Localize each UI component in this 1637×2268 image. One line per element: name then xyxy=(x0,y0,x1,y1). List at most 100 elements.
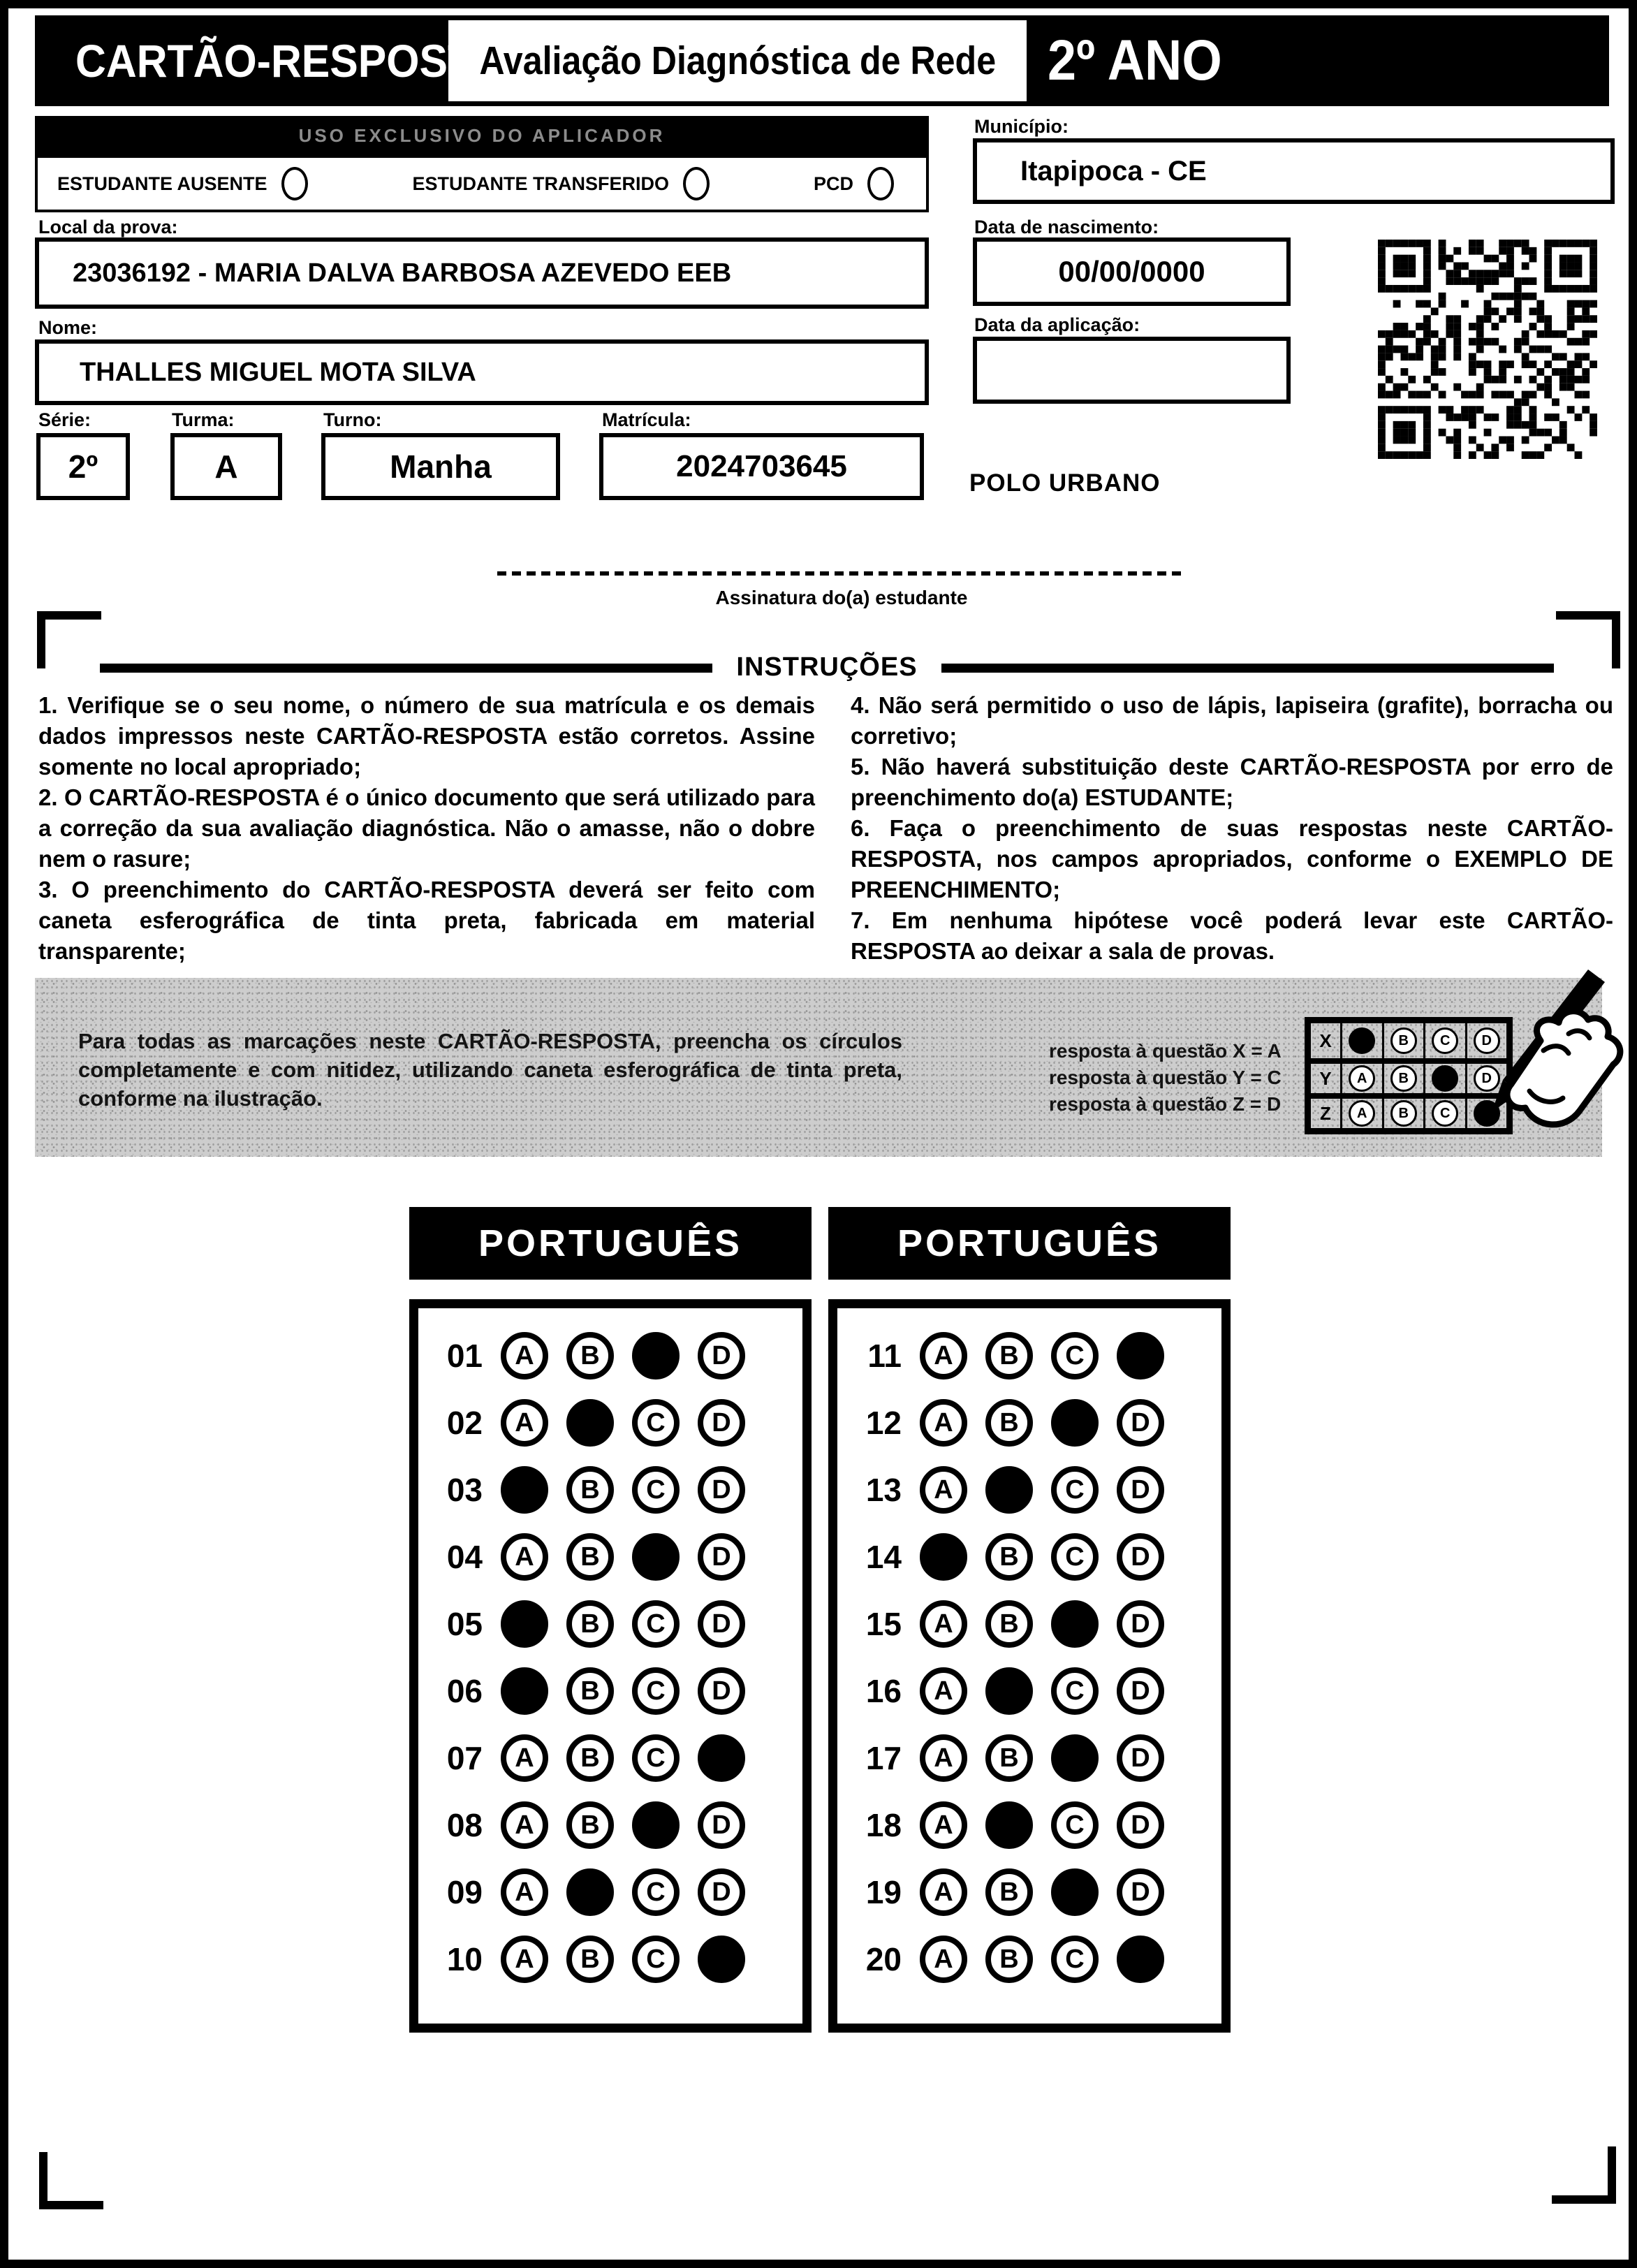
example-answer-note: resposta à questão Z = D xyxy=(1049,1093,1282,1115)
qr-code xyxy=(1378,240,1597,459)
status-bubble[interactable] xyxy=(683,167,710,200)
answer-bubble-19-A[interactable]: A xyxy=(920,1868,967,1916)
answer-bubble-02-A[interactable]: A xyxy=(501,1399,548,1447)
answer-bubble-14-B[interactable]: B xyxy=(985,1533,1033,1581)
answer-bubble-08-B[interactable]: B xyxy=(566,1801,614,1849)
answer-bubble-02-C[interactable]: C xyxy=(632,1399,680,1447)
answer-bubble-03-C[interactable]: C xyxy=(632,1466,680,1514)
answer-bubble-12-D[interactable]: D xyxy=(1117,1399,1164,1447)
answer-bubble-09-D[interactable]: D xyxy=(698,1868,745,1916)
answer-bubble-11-C[interactable]: C xyxy=(1051,1332,1099,1380)
answer-bubble-18-D[interactable]: D xyxy=(1117,1801,1164,1849)
municipio-label: Município: xyxy=(974,116,1069,137)
answer-bubble-05-C[interactable]: C xyxy=(632,1600,680,1648)
answer-bubble-17-B[interactable]: B xyxy=(985,1734,1033,1782)
answer-bubble-09-B[interactable]: B xyxy=(566,1868,614,1916)
question-row: 08 A B C D xyxy=(436,1792,802,1859)
answer-bubble-06-C[interactable]: C xyxy=(632,1667,680,1715)
status-bubble[interactable] xyxy=(867,167,894,200)
answer-bubble-09-C[interactable]: C xyxy=(632,1868,680,1916)
answer-bubble-08-A[interactable]: A xyxy=(501,1801,548,1849)
question-number: 03 xyxy=(446,1472,483,1508)
answer-bubble-02-D[interactable]: D xyxy=(698,1399,745,1447)
answer-bubble-14-C[interactable]: C xyxy=(1051,1533,1099,1581)
answer-bubble-20-B[interactable]: B xyxy=(985,1936,1033,1983)
answer-bubble-04-C[interactable]: C xyxy=(632,1533,680,1581)
answer-bubble-06-B[interactable]: B xyxy=(566,1667,614,1715)
answer-bubble-10-A[interactable]: A xyxy=(501,1936,548,1983)
bubble-letter: C xyxy=(646,1609,666,1639)
answer-bubble-14-A[interactable]: A xyxy=(920,1533,967,1581)
answer-bubble-07-C[interactable]: C xyxy=(632,1734,680,1782)
answer-bubble-16-A[interactable]: A xyxy=(920,1667,967,1715)
example-cell: B xyxy=(1381,1023,1424,1058)
answer-bubble-01-C[interactable]: C xyxy=(632,1332,680,1380)
answer-bubble-07-D[interactable]: D xyxy=(698,1734,745,1782)
answer-bubble-17-D[interactable]: D xyxy=(1117,1734,1164,1782)
answer-bubble-12-A[interactable]: A xyxy=(920,1399,967,1447)
answer-bubble-17-A[interactable]: A xyxy=(920,1734,967,1782)
answer-bubble-06-A[interactable]: A xyxy=(501,1667,548,1715)
answer-bubble-01-B[interactable]: B xyxy=(566,1332,614,1380)
example-row-letter: Z xyxy=(1320,1102,1331,1124)
answer-bubble-19-C[interactable]: C xyxy=(1051,1868,1099,1916)
example-row-letter: X xyxy=(1319,1030,1332,1051)
answer-bubble-03-A[interactable]: A xyxy=(501,1466,548,1514)
signature-line[interactable] xyxy=(497,571,1186,576)
answer-bubble-03-D[interactable]: D xyxy=(698,1466,745,1514)
answer-bubble-13-B[interactable]: B xyxy=(985,1466,1033,1514)
answer-bubble-04-B[interactable]: B xyxy=(566,1533,614,1581)
answer-bubble-04-A[interactable]: A xyxy=(501,1533,548,1581)
answer-bubble-20-D[interactable]: D xyxy=(1117,1936,1164,1983)
answer-bubble-20-C[interactable]: C xyxy=(1051,1936,1099,1983)
answer-bubble-16-B[interactable]: B xyxy=(985,1667,1033,1715)
answer-bubble-11-D[interactable]: D xyxy=(1117,1332,1164,1380)
question-number: 10 xyxy=(446,1941,483,1977)
answer-bubble-12-B[interactable]: B xyxy=(985,1399,1033,1447)
answer-bubble-20-A[interactable]: A xyxy=(920,1936,967,1983)
bubble-letter: A xyxy=(515,1340,534,1370)
bubble-letter: A xyxy=(515,1407,534,1437)
answer-bubble-19-B[interactable]: B xyxy=(985,1868,1033,1916)
answer-bubble-15-B[interactable]: B xyxy=(985,1600,1033,1648)
answer-bubble-02-B[interactable]: B xyxy=(566,1399,614,1447)
answer-bubble-07-B[interactable]: B xyxy=(566,1734,614,1782)
answer-bubble-07-A[interactable]: A xyxy=(501,1734,548,1782)
answer-column-1: PORTUGUÊS01ABCD02ABCD03ABCD04ABCD05ABCD0… xyxy=(409,1207,812,2033)
answer-bubble-03-B[interactable]: B xyxy=(566,1466,614,1514)
answer-bubble-09-A[interactable]: A xyxy=(501,1868,548,1916)
answer-bubble-12-C[interactable]: C xyxy=(1051,1399,1099,1447)
bubble-letter: B xyxy=(580,1542,600,1572)
answer-bubble-06-D[interactable]: D xyxy=(698,1667,745,1715)
status-bubble[interactable] xyxy=(281,167,308,200)
answer-bubble-10-C[interactable]: C xyxy=(632,1936,680,1983)
answer-bubble-13-A[interactable]: A xyxy=(920,1466,967,1514)
answer-bubble-04-D[interactable]: D xyxy=(698,1533,745,1581)
answer-bubble-17-C[interactable]: C xyxy=(1051,1734,1099,1782)
bubble-letter: B xyxy=(999,1407,1019,1437)
answer-bubble-18-B[interactable]: B xyxy=(985,1801,1033,1849)
answer-bubble-10-B[interactable]: B xyxy=(566,1936,614,1983)
answer-bubble-08-C[interactable]: C xyxy=(632,1801,680,1849)
answer-bubble-01-A[interactable]: A xyxy=(501,1332,548,1380)
answer-bubble-08-D[interactable]: D xyxy=(698,1801,745,1849)
answer-bubble-18-A[interactable]: A xyxy=(920,1801,967,1849)
answer-bubble-11-A[interactable]: A xyxy=(920,1332,967,1380)
answer-bubble-05-A[interactable]: A xyxy=(501,1600,548,1648)
answer-bubble-15-A[interactable]: A xyxy=(920,1600,967,1648)
answer-bubble-16-C[interactable]: C xyxy=(1051,1667,1099,1715)
answer-bubble-11-B[interactable]: B xyxy=(985,1332,1033,1380)
answer-bubble-15-C[interactable]: C xyxy=(1051,1600,1099,1648)
answer-bubble-10-D[interactable]: D xyxy=(698,1936,745,1983)
answer-bubble-13-C[interactable]: C xyxy=(1051,1466,1099,1514)
answer-bubble-14-D[interactable]: D xyxy=(1117,1533,1164,1581)
answer-bubble-05-D[interactable]: D xyxy=(698,1600,745,1648)
answer-bubble-15-D[interactable]: D xyxy=(1117,1600,1164,1648)
answer-bubble-01-D[interactable]: D xyxy=(698,1332,745,1380)
answer-bubble-19-D[interactable]: D xyxy=(1117,1868,1164,1916)
answer-bubble-13-D[interactable]: D xyxy=(1117,1466,1164,1514)
bubble-letter: B xyxy=(999,1743,1019,1773)
answer-bubble-18-C[interactable]: C xyxy=(1051,1801,1099,1849)
answer-bubble-05-B[interactable]: B xyxy=(566,1600,614,1648)
answer-bubble-16-D[interactable]: D xyxy=(1117,1667,1164,1715)
